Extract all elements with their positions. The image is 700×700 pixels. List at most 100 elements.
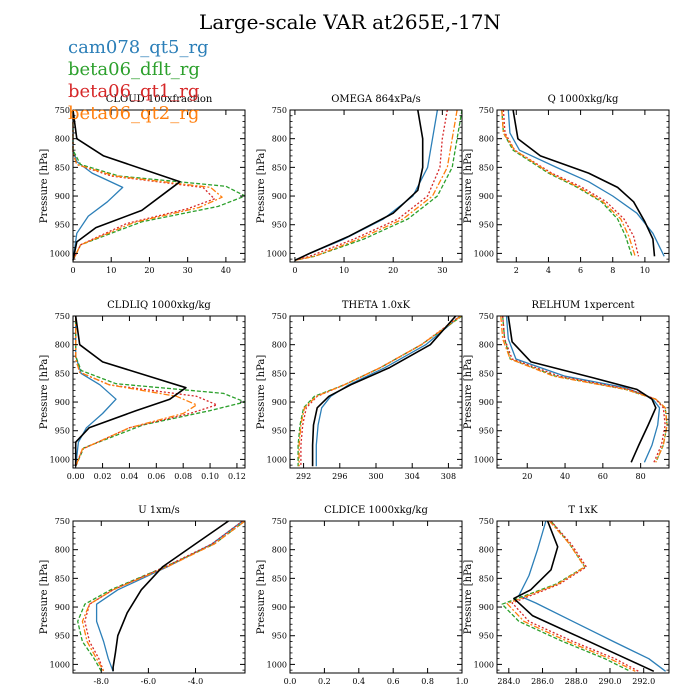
panel-title: OMEGA 864xPa/s: [331, 94, 421, 105]
y-tick-label: 950: [479, 221, 494, 230]
y-axis-label: Pressure [hPa]: [256, 560, 267, 635]
x-tick-label: 10: [339, 266, 349, 275]
y-tick-label: 1000: [474, 660, 494, 669]
x-tick-label: 20: [388, 266, 398, 275]
x-tick-label: 308: [441, 472, 456, 481]
y-tick-label: 750: [272, 517, 287, 526]
y-tick-label: 750: [55, 106, 70, 115]
x-tick-label: 0.0: [284, 677, 297, 686]
plot-frame: [289, 109, 463, 263]
panel-title: CLOUD 100xfraction: [106, 94, 213, 105]
y-tick-label: 950: [272, 221, 287, 230]
x-tick-label: 296: [332, 472, 347, 481]
x-tick-label: 0.12: [228, 472, 246, 481]
series-line: [501, 109, 636, 257]
y-tick-label: 950: [479, 427, 494, 436]
legend-entry: cam078_qt5_rg: [68, 37, 209, 58]
y-tick-label: 800: [55, 341, 70, 350]
plot-frame: [289, 520, 463, 674]
series-line: [507, 315, 657, 463]
y-tick-label: 950: [479, 632, 494, 641]
y-axis-label: Pressure [hPa]: [39, 149, 50, 224]
series-line: [502, 109, 640, 257]
y-tick-label: 1000: [50, 249, 70, 258]
x-tick-label: -6.0: [141, 677, 156, 686]
y-tick-label: 800: [479, 546, 494, 555]
plot-frame: [496, 109, 670, 263]
legend-entry: beta06_dflt_rg: [68, 59, 200, 80]
y-tick-label: 800: [272, 546, 287, 555]
y-tick-label: 900: [272, 603, 287, 612]
y-tick-label: 850: [55, 574, 70, 583]
series-line: [501, 109, 633, 257]
legend: cam078_qt5_rg beta06_dflt_rg beta06_qt1_…: [68, 37, 209, 125]
y-tick-label: 950: [272, 427, 287, 436]
y-tick-label: 750: [479, 517, 494, 526]
x-tick-label: 6: [578, 266, 583, 275]
panel: CLDLIQ 1000xkg/kg 750 800 850 900 950 1000 0.00…: [39, 300, 246, 481]
series-line: [294, 109, 424, 262]
series-line: [74, 315, 187, 467]
y-tick-label: 850: [479, 574, 494, 583]
y-tick-label: 750: [55, 312, 70, 321]
series-line: [311, 315, 457, 467]
panel-title: T 1xK: [568, 505, 598, 516]
y-tick-label: 850: [55, 369, 70, 378]
panel: CLDICE 1000xkg/kg 750 800 850 900 950 1000 0.0 0…: [256, 505, 468, 686]
x-tick-label: 0.4: [352, 677, 365, 686]
x-tick-label: 20: [144, 266, 154, 275]
y-tick-label: 900: [55, 398, 70, 407]
x-tick-label: 0.10: [201, 472, 219, 481]
x-tick-label: 0.00: [67, 472, 85, 481]
y-tick-label: 800: [55, 135, 70, 144]
x-tick-label: 0.04: [121, 472, 139, 481]
series-line: [294, 109, 458, 261]
y-tick-label: 850: [272, 369, 287, 378]
x-tick-label: 0.08: [174, 472, 192, 481]
figure-title: Large-scale VAR at265E,-17N: [199, 10, 501, 34]
y-tick-label: 800: [479, 135, 494, 144]
y-tick-label: 900: [272, 398, 287, 407]
panel-title: RELHUM 1xpercent: [531, 300, 634, 311]
x-tick-label: 60: [598, 472, 608, 481]
plot-frame: [72, 315, 246, 469]
x-tick-label: 10: [640, 266, 650, 275]
x-tick-label: 40: [221, 266, 231, 275]
panel: THETA 1.0xK 750 800 850 900 950 1000 292 296 300 3…: [256, 300, 463, 481]
x-tick-label: -4.0: [188, 677, 203, 686]
series-line: [500, 315, 668, 463]
x-tick-label: 2: [514, 266, 519, 275]
y-tick-label: 800: [55, 546, 70, 555]
panel-title: Q 1000xkg/kg: [548, 94, 619, 105]
y-tick-label: 750: [479, 312, 494, 321]
y-tick-label: 900: [479, 192, 494, 201]
x-tick-label: 0.2: [318, 677, 331, 686]
y-tick-label: 1000: [474, 249, 494, 258]
series-line: [294, 109, 448, 261]
y-tick-label: 1000: [50, 455, 70, 464]
series-line: [72, 110, 246, 261]
x-tick-label: 40: [560, 472, 570, 481]
panel: RELHUM 1xpercent 750 800 850 900 950 1000 20 40 6…: [463, 300, 670, 481]
x-tick-label: -8.0: [94, 677, 109, 686]
x-tick-label: 8: [610, 266, 615, 275]
x-tick-label: 290.0: [599, 677, 622, 686]
y-tick-label: 900: [272, 192, 287, 201]
series-line: [75, 316, 246, 467]
legend-entry: beta06_qt1_rg: [68, 81, 200, 102]
y-tick-label: 750: [272, 312, 287, 321]
x-tick-label: 30: [183, 266, 193, 275]
series-line: [112, 520, 229, 672]
x-tick-label: 0: [70, 266, 75, 275]
y-tick-label: 1000: [474, 455, 494, 464]
x-tick-label: 0.02: [94, 472, 112, 481]
x-tick-label: 1.0: [456, 677, 469, 686]
y-tick-label: 900: [55, 603, 70, 612]
panel: Q 1000xkg/kg 750 800 850 900 950 1000 2 4 6 8 10 Pre…: [463, 94, 670, 275]
y-axis-label: Pressure [hPa]: [39, 355, 50, 430]
series-line: [72, 109, 181, 261]
series-line: [294, 109, 463, 261]
panel: OMEGA 864xPa/s 750 800 850 900 950 1000 0 10 20 30…: [256, 94, 463, 275]
panel-title: THETA 1.0xK: [342, 300, 411, 311]
